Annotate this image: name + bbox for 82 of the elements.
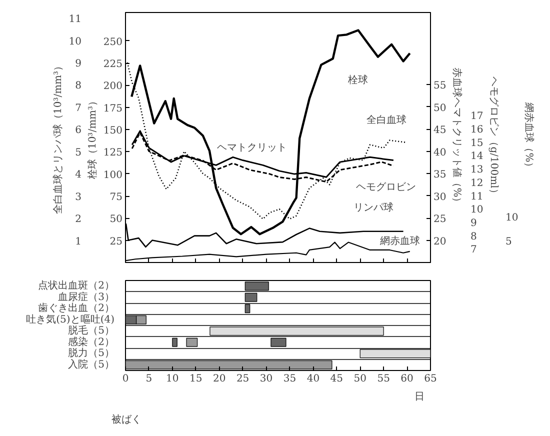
bar (186, 338, 198, 347)
y-tick-label: 8 (75, 80, 82, 92)
y-tick-label: 5 (75, 147, 82, 158)
y-tick-label: 14 (470, 151, 484, 162)
y-tick-label: 7 (75, 102, 82, 114)
y-tick-label: 10 (470, 204, 484, 216)
y-tick-label: 血尿症（3） (58, 290, 115, 303)
bar (244, 304, 250, 314)
y-tick-label: 9 (75, 58, 82, 70)
y-tick-label: 感染（2） (68, 336, 115, 348)
y2-tick-label: 20 (434, 236, 446, 248)
y-tick-label: 歯ぐき出血（2） (38, 302, 115, 314)
y2-axis-title: 網赤血球（%） (523, 102, 536, 172)
y-tick-label: 11 (68, 14, 82, 26)
y3-tick-label: 175 (103, 103, 123, 114)
bar (210, 326, 384, 336)
x-tick-label: 35 (283, 374, 296, 384)
y-tick-label: 9 (470, 218, 477, 229)
y-axis-title: ヘモグロビン（g/100ml） (488, 76, 500, 198)
y-tick-label: 2 (75, 214, 82, 226)
y3-tick-label: 225 (103, 59, 123, 70)
y3-tick-label: 150 (103, 126, 123, 137)
bar (172, 338, 178, 347)
y3-tick-label: 25 (110, 236, 123, 248)
x-tick-label: 40 (306, 374, 320, 384)
y-tick-label: 6 (75, 125, 82, 136)
y-tick-label: 17 (470, 111, 484, 122)
series-label: ヘマトクリット (217, 142, 288, 154)
x-axis-title: 日 (414, 392, 424, 402)
x-tick-label: 65 (424, 374, 437, 384)
y3-axis-title: 栓球（10³/mm³） (86, 96, 98, 180)
series-label: 網赤血球 (379, 234, 420, 247)
y-tick-label: 脱毛（5） (68, 324, 115, 337)
bar (270, 338, 286, 347)
y2-tick-label: 50 (434, 102, 446, 114)
y2-tick-label: 40 (434, 147, 446, 158)
x-tick-label: 50 (354, 374, 366, 384)
y-tick-label: 8 (470, 231, 477, 242)
y2-tick-label: 30 (434, 192, 446, 203)
x-tick-label: 10 (166, 374, 179, 384)
y-axis-title: 全白血球とリンパ球（10³/mm³） (52, 60, 64, 214)
x-tick-label: 5 (146, 374, 152, 384)
y3-tick-label: 200 (103, 81, 123, 92)
y-tick-label: 吐き気(5)と嘔吐(4) (26, 313, 115, 326)
y-tick-label: 脱力（5） (68, 347, 115, 360)
x-tick-label: 15 (190, 374, 202, 384)
series-label: リンパ球 (353, 202, 394, 214)
x-tick-label: 30 (260, 374, 273, 384)
y2-tick-label: 10 (506, 212, 518, 224)
y-tick-label: 7 (470, 244, 477, 256)
y2-tick-label: 35 (434, 170, 446, 181)
y3-tick-label: 125 (103, 148, 123, 159)
series-label: ヘモグロビン (356, 182, 416, 193)
y3-tick-label: 100 (103, 170, 123, 181)
y-tick-label: 4 (75, 170, 82, 181)
y2-tick-label: 55 (434, 80, 446, 92)
y-tick-label: 点状出血斑（2） (38, 280, 115, 292)
y-tick-label: 16 (470, 124, 484, 136)
x-tick-label: 45 (330, 374, 344, 384)
x-tick-label: 60 (400, 374, 414, 384)
x-tick-label: 55 (377, 374, 390, 384)
y2-tick-label: 45 (434, 125, 446, 136)
text: 栓球 (347, 74, 368, 86)
y-tick-label: 12 (470, 178, 484, 189)
y3-tick-label: 75 (110, 192, 123, 204)
x-tick-label: 20 (212, 374, 226, 384)
y3-tick-label: 50 (110, 214, 123, 226)
y-tick-label: 15 (470, 138, 484, 149)
y3-tick-label: 250 (103, 36, 123, 48)
y-tick-label: 11 (470, 191, 484, 202)
y2-tick-label: 25 (434, 214, 446, 226)
y2-tick-label: 5 (506, 236, 512, 248)
x-tick-label: 0 (122, 374, 129, 384)
series-label: 全白血球 (366, 114, 406, 126)
x-tick-label: 25 (236, 374, 250, 384)
y-tick-label: 10 (68, 36, 82, 48)
y-tick-label: 3 (75, 192, 82, 203)
text: 被ばく (112, 414, 142, 426)
y2-axis-title: 赤血球ヘマトクリット値（%） (451, 68, 464, 208)
y-tick-label: 13 (470, 164, 484, 176)
y-tick-label: 入院（5） (68, 358, 115, 370)
y-tick-label: 1 (75, 236, 82, 248)
